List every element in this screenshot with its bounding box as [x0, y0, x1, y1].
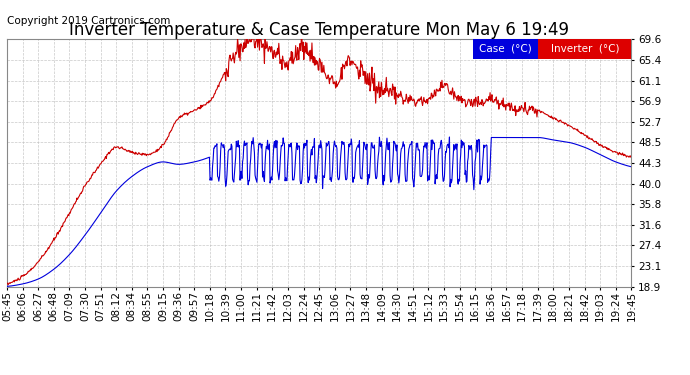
Text: Case  (°C): Case (°C) — [479, 44, 532, 54]
Text: Copyright 2019 Cartronics.com: Copyright 2019 Cartronics.com — [7, 16, 170, 26]
Text: Inverter  (°C): Inverter (°C) — [551, 44, 619, 54]
Title: Inverter Temperature & Case Temperature Mon May 6 19:49: Inverter Temperature & Case Temperature … — [69, 21, 569, 39]
